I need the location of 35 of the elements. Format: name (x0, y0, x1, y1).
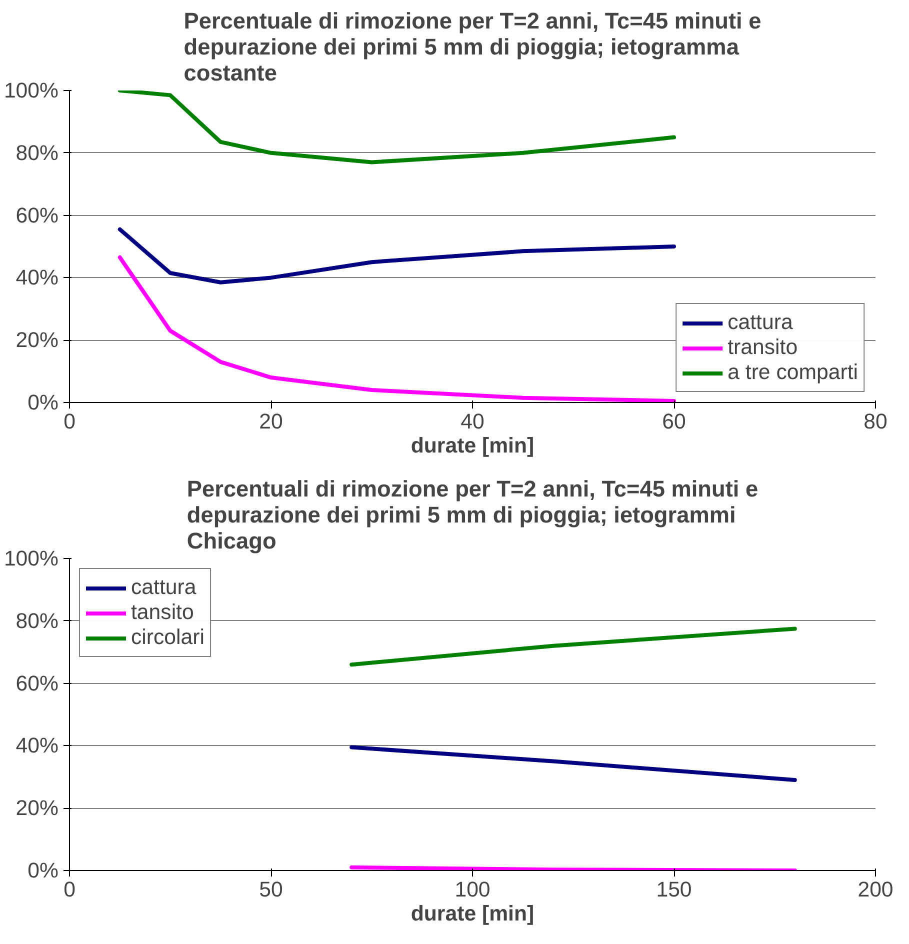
x-tick-label: 100 (454, 878, 490, 902)
x-tick-label: 60 (662, 410, 686, 434)
legend-label: circolari (131, 625, 204, 650)
x-tick-label: 0 (64, 410, 76, 434)
x-axis-title: durate [min] (410, 902, 534, 926)
x-axis-title: durate [min] (410, 434, 534, 458)
y-tick-label: 100% (4, 78, 59, 102)
legend-label: a tre comparti (728, 360, 858, 385)
legend-label: tansito (131, 600, 194, 625)
chart-title: Percentuale di rimozione per T=2 anni, Tc=45 minuti e depurazione dei primi 5 mm di pioggia; ietogramma costante (184, 8, 762, 86)
y-tick-label: 60% (16, 203, 59, 228)
y-tick-label: 100% (4, 546, 59, 570)
x-tick-label: 150 (656, 878, 692, 902)
y-tick-label: 20% (16, 796, 59, 820)
legend-label: cattura (728, 310, 793, 335)
y-tick-label: 40% (16, 266, 59, 290)
x-tick-label: 20 (259, 410, 283, 434)
y-tick-label: 20% (16, 328, 59, 352)
legend-label: transito (728, 335, 798, 360)
line-series (118, 255, 676, 402)
x-tick-label: 0 (64, 878, 76, 902)
y-tick-label: 80% (16, 140, 59, 165)
y-tick-label: 40% (16, 734, 59, 758)
x-tick-label: 200 (858, 878, 894, 902)
x-tick-label: 80 (864, 410, 888, 434)
y-tick-label: 0% (28, 390, 59, 414)
line-series (118, 227, 676, 284)
line-series (118, 90, 676, 164)
y-tick-label: 0% (28, 858, 59, 882)
y-tick-label: 60% (16, 671, 59, 696)
y-tick-label: 80% (16, 608, 59, 633)
x-tick-label: 50 (259, 878, 283, 902)
x-tick-label: 40 (460, 410, 484, 434)
chart-title: Percentuali di rimozione per T=2 anni, Tc=45 minuti e depurazione dei primi 5 mm di pioggia; ietogrammi Chicago (186, 476, 758, 554)
legend-label: cattura (131, 575, 196, 600)
